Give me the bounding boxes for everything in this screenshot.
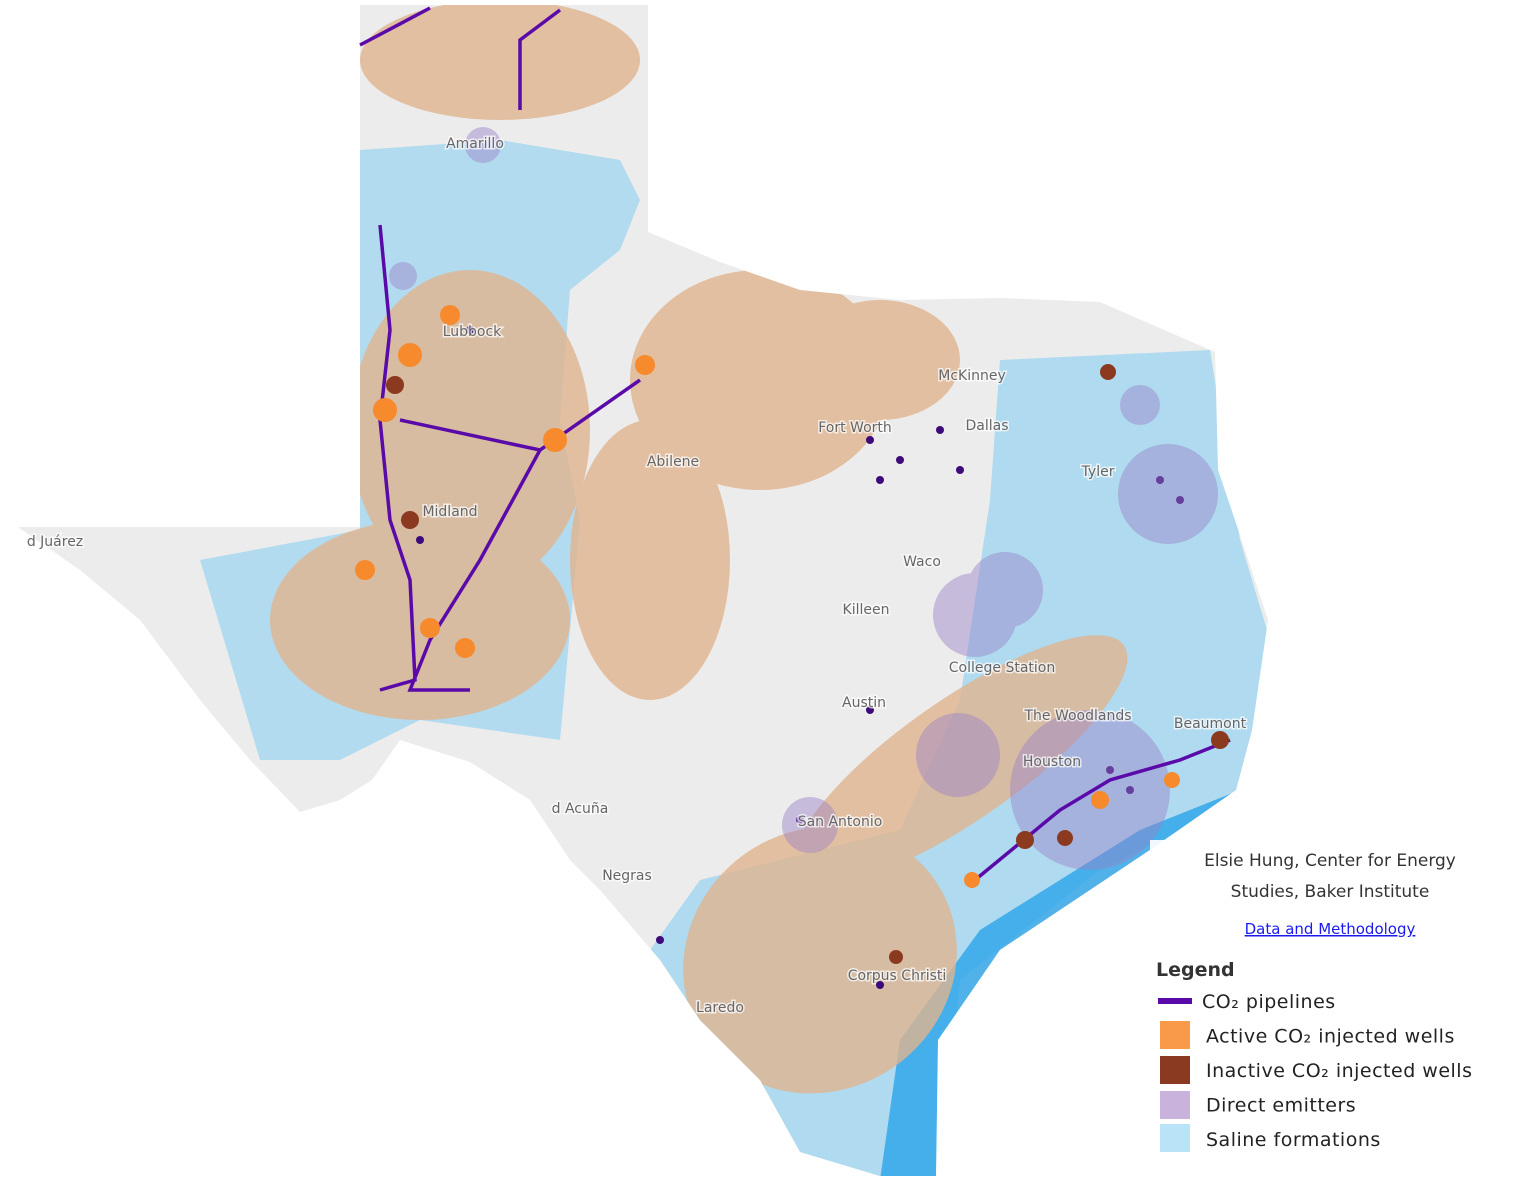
city-label: Dallas bbox=[965, 418, 1008, 434]
city-label: Midland bbox=[422, 504, 477, 520]
city-label: Austin bbox=[842, 695, 886, 711]
city-label: d Juárez bbox=[27, 534, 83, 550]
inactive-wells bbox=[386, 364, 1229, 964]
city-label: Killeen bbox=[843, 602, 890, 618]
legend-swatch bbox=[1160, 1056, 1190, 1084]
city-labels: Amarillo Lubbock Midland Abilene Fort Worth D… bbox=[25, 135, 1248, 1018]
emitter-dots bbox=[416, 326, 1184, 989]
legend-panel bbox=[1150, 840, 1510, 1160]
city-label: Negras bbox=[602, 868, 652, 884]
legend-swatch bbox=[1158, 998, 1192, 1004]
legend-swatch bbox=[1160, 1021, 1190, 1049]
legend-title: Legend bbox=[1156, 959, 1235, 981]
legend-label: CO₂ pipelines bbox=[1202, 991, 1336, 1013]
city-label: Corpus Christi bbox=[848, 968, 947, 984]
credit: Elsie Hung, Center for Energy bbox=[1204, 851, 1456, 871]
legend bbox=[1158, 998, 1192, 1152]
city-label: Tyler bbox=[1081, 464, 1115, 480]
city-label: Houston bbox=[1023, 754, 1081, 770]
legend-label: Inactive CO₂ injected wells bbox=[1206, 1060, 1472, 1082]
city-label: McKinney bbox=[938, 368, 1006, 384]
city-label: d Acuña bbox=[552, 801, 609, 817]
credit: Studies, Baker Institute bbox=[1231, 882, 1430, 902]
city-label: Abilene bbox=[647, 454, 699, 470]
methodology-link[interactable]: Data and Methodology bbox=[1245, 920, 1416, 938]
city-label: Laredo bbox=[696, 1000, 744, 1016]
legend-label: Saline formations bbox=[1206, 1129, 1381, 1151]
city-label: San Antonio bbox=[798, 814, 883, 830]
legend-swatch bbox=[1160, 1091, 1190, 1119]
legend-label: Active CO₂ injected wells bbox=[1206, 1026, 1455, 1048]
city-label: Amarillo bbox=[446, 136, 504, 152]
city-label: Fort Worth bbox=[818, 420, 892, 436]
active-wells bbox=[355, 305, 1180, 888]
legend-swatch bbox=[1160, 1124, 1190, 1152]
pipelines bbox=[359, 6, 1231, 882]
city-label: Beaumont bbox=[1174, 716, 1247, 732]
city-label: The Woodlands bbox=[1023, 708, 1131, 724]
city-label: College Station bbox=[949, 660, 1055, 676]
city-label: Lubbock bbox=[443, 324, 502, 340]
legend-label: Direct emitters bbox=[1206, 1095, 1356, 1117]
city-label: Waco bbox=[903, 554, 941, 570]
